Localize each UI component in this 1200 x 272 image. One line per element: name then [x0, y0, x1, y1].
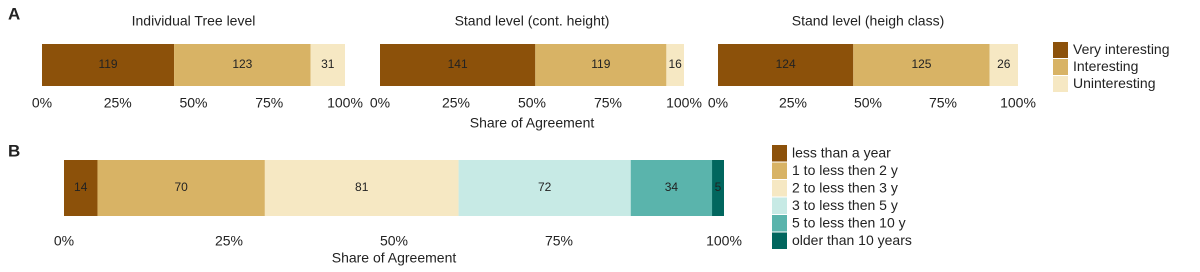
- panel-label: B: [8, 141, 20, 160]
- x-tick-label: 75%: [929, 95, 957, 111]
- legend-swatch: [772, 197, 787, 214]
- data-label: 123: [232, 57, 252, 71]
- data-label: 72: [538, 180, 552, 194]
- x-axis-label: Share of Agreement: [470, 115, 595, 131]
- legend-swatch: [772, 215, 787, 232]
- data-label: 34: [665, 180, 679, 194]
- legend-label: Interesting: [1073, 58, 1138, 74]
- x-tick-label: 0%: [708, 95, 728, 111]
- x-tick-label: 0%: [370, 95, 390, 111]
- x-tick-label: 100%: [706, 233, 742, 249]
- bar-segment: [264, 160, 459, 216]
- x-tick-label: 50%: [518, 95, 546, 111]
- data-label: 26: [997, 57, 1011, 71]
- bar-segment: [630, 160, 713, 216]
- x-tick-label: 75%: [545, 233, 573, 249]
- x-axis-label: Share of Agreement: [332, 250, 457, 266]
- legend-label: 3 to less then 5 y: [792, 197, 898, 213]
- bar-segment: [174, 44, 311, 86]
- data-label: 141: [448, 57, 468, 71]
- chart-title: Stand level (cont. height): [455, 13, 610, 29]
- x-tick-label: 50%: [380, 233, 408, 249]
- legend-label: 1 to less then 2 y: [792, 162, 898, 178]
- data-label: 70: [174, 180, 188, 194]
- legend-swatch: [772, 145, 787, 162]
- bar-segment: [853, 44, 990, 86]
- data-label: 16: [669, 57, 683, 71]
- data-label: 119: [591, 57, 610, 71]
- x-tick-label: 100%: [1000, 95, 1036, 111]
- panel-label: A: [8, 4, 20, 23]
- bar-segment: [380, 44, 536, 86]
- bar-segment: [97, 160, 265, 216]
- x-tick-label: 100%: [327, 95, 363, 111]
- legend-swatch: [772, 180, 787, 197]
- x-tick-label: 25%: [215, 233, 243, 249]
- legend-label: 2 to less then 3 y: [792, 179, 898, 195]
- data-label: 5: [715, 180, 722, 194]
- x-tick-label: 100%: [666, 95, 702, 111]
- x-tick-label: 0%: [32, 95, 52, 111]
- legend-swatch: [772, 232, 787, 249]
- bar-segment: [712, 160, 724, 216]
- x-tick-label: 0%: [54, 233, 74, 249]
- x-tick-label: 50%: [854, 95, 882, 111]
- bar-segment: [989, 44, 1018, 86]
- data-label: 125: [911, 57, 931, 71]
- x-tick-label: 50%: [179, 95, 207, 111]
- x-tick-label: 75%: [594, 95, 622, 111]
- legend-swatch: [1053, 76, 1068, 92]
- data-label: 14: [74, 180, 88, 194]
- legend-label: older than 10 years: [792, 232, 912, 248]
- legend-swatch: [1053, 59, 1068, 75]
- data-label: 81: [355, 180, 369, 194]
- x-tick-label: 75%: [255, 95, 283, 111]
- bar-segment: [42, 44, 175, 86]
- legend-label: less than a year: [792, 144, 891, 160]
- bar-segment: [64, 160, 98, 216]
- legend-swatch: [772, 162, 787, 179]
- data-label: 119: [98, 57, 117, 71]
- chart-title: Stand level (heigh class): [792, 13, 945, 29]
- chart-title: Individual Tree level: [132, 13, 256, 29]
- data-label: 31: [321, 57, 335, 71]
- legend-label: Very interesting: [1073, 41, 1170, 57]
- x-tick-label: 25%: [779, 95, 807, 111]
- legend-swatch: [1053, 42, 1068, 58]
- data-label: 124: [776, 57, 796, 71]
- bar-segment: [458, 160, 631, 216]
- bar-segment: [666, 44, 684, 86]
- bar-segment: [718, 44, 854, 86]
- bar-segment: [310, 44, 345, 86]
- legend-label: Uninteresting: [1073, 75, 1156, 91]
- legend-label: 5 to less then 10 y: [792, 214, 906, 230]
- bar-segment: [535, 44, 667, 86]
- x-tick-label: 25%: [104, 95, 132, 111]
- x-tick-label: 25%: [442, 95, 470, 111]
